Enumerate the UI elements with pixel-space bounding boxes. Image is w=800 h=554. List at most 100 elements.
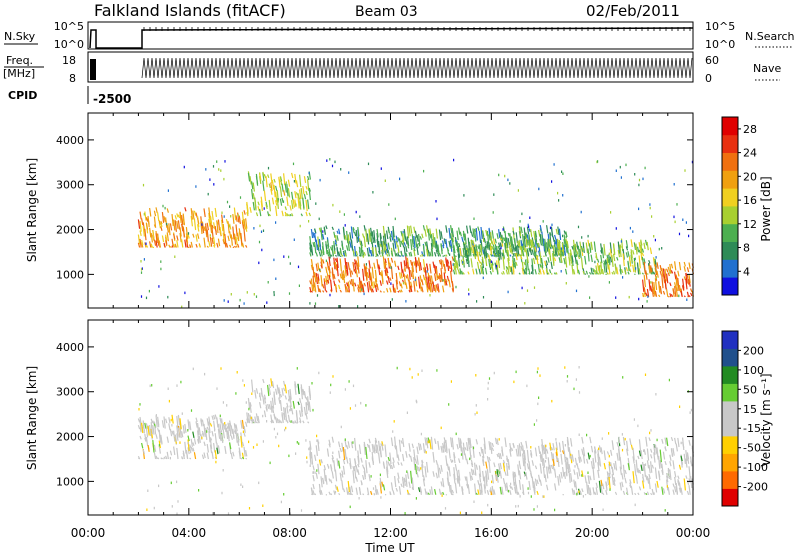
echo-mark <box>614 491 618 496</box>
echo-mark <box>390 230 394 241</box>
echo-mark <box>289 388 292 400</box>
echo-mark <box>494 244 498 254</box>
echo-mark <box>403 246 406 257</box>
echo-mark <box>326 261 330 271</box>
echo-mark <box>674 286 677 297</box>
echo-mark <box>318 251 322 257</box>
echo-mark <box>491 230 494 239</box>
nsearch-label: N.Search <box>745 30 795 43</box>
echo-mark <box>667 469 670 479</box>
echo-point <box>502 228 504 231</box>
echo-mark <box>629 482 632 487</box>
echo-point <box>349 407 351 410</box>
echo-mark <box>376 233 379 246</box>
echo-point <box>224 422 226 425</box>
echo-mark <box>685 450 688 461</box>
echo-mark <box>397 454 400 461</box>
echo-point <box>180 380 182 384</box>
echo-point <box>359 215 361 218</box>
echo-mark <box>414 236 418 248</box>
echo-mark <box>416 465 419 472</box>
echo-mark <box>291 407 294 415</box>
echo-mark <box>669 295 672 298</box>
echo-mark <box>568 447 571 459</box>
echo-mark <box>525 234 528 248</box>
echo-mark <box>498 242 501 248</box>
echo-mark <box>532 242 536 247</box>
echo-mark <box>195 421 198 428</box>
echo-mark <box>328 265 331 274</box>
echo-point <box>246 291 248 294</box>
echo-mark <box>284 183 287 193</box>
echo-mark <box>363 252 366 256</box>
echo-mark <box>403 260 406 267</box>
echo-mark <box>633 242 637 250</box>
echo-mark <box>224 424 227 433</box>
echo-mark <box>179 227 182 237</box>
echo-point <box>380 167 382 170</box>
echo-mark <box>323 278 326 283</box>
echo-mark <box>548 249 552 261</box>
echo-mark <box>461 486 464 495</box>
echo-mark <box>320 490 323 495</box>
echo-mark <box>235 215 238 222</box>
echo-mark <box>470 231 474 237</box>
echo-mark <box>563 238 566 246</box>
echo-point <box>230 215 232 218</box>
echo-mark <box>270 173 273 184</box>
echo-mark <box>674 486 677 493</box>
echo-mark <box>674 261 677 271</box>
echo-mark <box>505 269 509 275</box>
echo-mark <box>300 188 303 199</box>
colorbar-tick-label: 50 <box>743 383 757 396</box>
echo-point <box>562 194 564 197</box>
echo-mark <box>145 217 149 222</box>
echo-mark <box>294 420 297 424</box>
echo-mark <box>334 469 338 482</box>
echo-mark <box>435 472 438 479</box>
echo-mark <box>195 212 198 218</box>
echo-point <box>360 401 362 405</box>
echo-mark <box>193 452 197 460</box>
echo-mark <box>645 474 648 481</box>
echo-mark <box>608 476 611 490</box>
echo-mark <box>271 380 275 389</box>
echo-mark <box>552 250 555 257</box>
echo-mark <box>478 268 481 275</box>
echo-point <box>612 469 614 473</box>
echo-mark <box>294 173 297 184</box>
echo-point <box>399 177 401 181</box>
echo-band <box>137 414 248 460</box>
echo-mark <box>440 259 443 269</box>
echo-point <box>533 508 535 511</box>
echo-mark <box>312 275 315 288</box>
echo-mark <box>308 390 311 399</box>
echo-mark <box>531 264 534 275</box>
echo-mark <box>374 284 378 293</box>
echo-mark <box>481 256 485 264</box>
echo-mark <box>251 189 254 200</box>
nave-label: Nave <box>753 62 781 75</box>
echo-mark <box>462 272 465 275</box>
echo-mark <box>222 238 225 244</box>
echo-mark <box>683 453 686 464</box>
echo-mark <box>368 260 371 269</box>
echo-mark <box>270 378 273 387</box>
echo-mark <box>386 230 389 240</box>
echo-mark <box>419 275 422 283</box>
echo-point <box>621 433 623 436</box>
echo-mark <box>459 440 462 448</box>
echo-point <box>416 400 418 404</box>
echo-mark <box>268 213 271 217</box>
station-title: Falkland Islands (fitACF) <box>94 1 286 20</box>
echo-mark <box>217 428 221 439</box>
echo-mark <box>201 430 205 436</box>
echo-point <box>510 482 512 486</box>
echo-mark <box>284 211 287 217</box>
echo-mark <box>619 244 622 258</box>
echo-mark <box>662 268 666 279</box>
echo-point <box>390 282 392 285</box>
echo-mark <box>445 225 448 233</box>
echo-point <box>176 384 178 387</box>
echo-mark <box>283 173 286 186</box>
